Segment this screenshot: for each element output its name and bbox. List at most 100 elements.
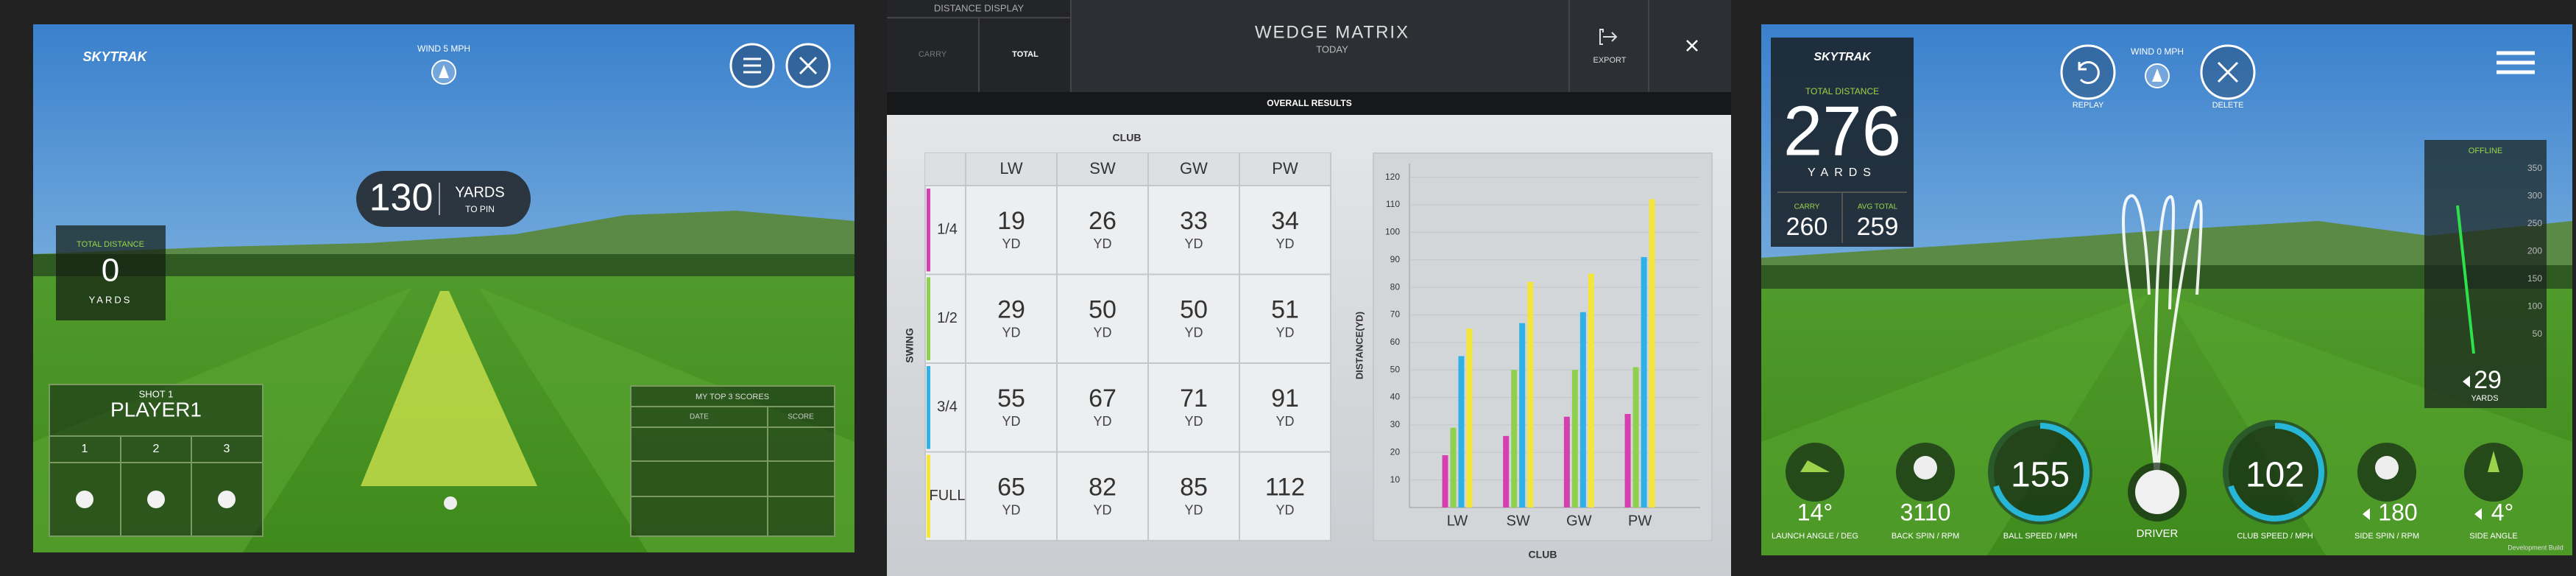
label: DISTANCE(YD) xyxy=(1354,312,1365,379)
label: 67 xyxy=(1089,384,1117,412)
bar xyxy=(1442,455,1448,507)
offline-arrow xyxy=(2463,376,2470,387)
label: YARDS xyxy=(89,294,132,305)
label: Development Build xyxy=(2508,544,2563,551)
label: BACK SPIN / RPM xyxy=(1892,532,1959,541)
label: 1/4 xyxy=(937,222,958,238)
bar xyxy=(1563,416,1570,507)
table-header xyxy=(925,153,1331,186)
label: 33 xyxy=(1180,207,1208,235)
label: WIND 0 MPH xyxy=(2131,46,2184,57)
label: 50 xyxy=(1089,296,1117,324)
scores-grid xyxy=(631,406,835,536)
ball xyxy=(444,496,457,510)
label: LW xyxy=(999,159,1023,178)
bar xyxy=(1466,329,1473,507)
bar xyxy=(1458,356,1465,507)
label: OVERALL RESULTS xyxy=(1267,98,1352,108)
delete-icon xyxy=(2217,61,2239,83)
replay-button[interactable] xyxy=(2060,44,2116,100)
wind-arrow-head xyxy=(2152,69,2162,82)
label: WIND 5 MPH xyxy=(417,43,470,54)
label: 110 xyxy=(1386,199,1400,209)
menu-button[interactable] xyxy=(2497,51,2535,74)
label: 3/4 xyxy=(937,399,958,415)
label: 1/2 xyxy=(937,310,958,326)
label: 1 xyxy=(82,443,88,455)
swing-color xyxy=(927,454,930,538)
speed-ring xyxy=(2228,423,2325,521)
label: 3110 xyxy=(1900,499,1951,525)
label: 51 xyxy=(1271,296,1299,324)
label: YD xyxy=(1002,414,1020,429)
label: TOTAL xyxy=(1012,50,1038,59)
speed-ring xyxy=(1993,423,2090,521)
close-icon[interactable] xyxy=(1686,40,1698,52)
spin-icon xyxy=(1914,456,1937,480)
label: AVG TOTAL xyxy=(1858,203,1898,211)
total-box xyxy=(56,225,166,320)
label: YD xyxy=(1093,503,1111,518)
ball xyxy=(76,491,93,508)
label: LAUNCH ANGLE / DEG xyxy=(1772,532,1858,541)
launch-icon xyxy=(1800,460,1830,472)
label: 2 xyxy=(153,443,160,455)
label: 82 xyxy=(1089,474,1117,502)
label: 102 xyxy=(2246,456,2304,495)
menu-icon xyxy=(743,57,761,74)
label: 155 xyxy=(2011,456,2070,495)
label: SW xyxy=(1507,513,1530,529)
label: GW xyxy=(1566,513,1592,529)
label: OFFLINE xyxy=(2469,147,2502,155)
label: CLUB xyxy=(1529,549,1557,561)
label: 100 xyxy=(1385,227,1400,237)
label: 0 xyxy=(102,253,119,289)
bar xyxy=(1527,281,1534,507)
label: 30 xyxy=(1390,419,1401,429)
grass-stripe xyxy=(1761,295,2149,555)
spin-icon xyxy=(2375,456,2399,480)
offline-trace xyxy=(2456,205,2475,354)
label: YD xyxy=(1275,414,1294,429)
bar xyxy=(1450,427,1457,507)
label: 250 xyxy=(2527,218,2542,228)
pin-pill xyxy=(356,171,531,227)
label: BALL SPEED / MPH xyxy=(2003,532,2078,541)
offline-box xyxy=(2424,140,2547,408)
label: 180 xyxy=(2378,499,2417,525)
label: SHOT 1 xyxy=(139,388,174,399)
label: YD xyxy=(1093,326,1111,340)
label: SIDE SPIN / RPM xyxy=(2354,532,2419,541)
label: GW xyxy=(1180,159,1208,178)
label: CLUB SPEED / MPH xyxy=(2237,532,2313,541)
label: YD xyxy=(1002,326,1020,340)
bar xyxy=(1649,199,1655,507)
label: YARDS xyxy=(2471,394,2498,403)
label: 120 xyxy=(1385,172,1400,182)
label: 300 xyxy=(2527,191,2542,201)
label: 55 xyxy=(997,384,1025,412)
label: YD xyxy=(1275,236,1294,251)
export-icon[interactable] xyxy=(1599,29,1618,45)
side-arrow xyxy=(2363,508,2370,520)
label: 200 xyxy=(2527,246,2542,256)
label: CARRY xyxy=(919,50,947,59)
label: YD xyxy=(1275,503,1294,518)
label: SIDE ANGLE xyxy=(2469,532,2517,541)
label: PW xyxy=(1272,159,1298,178)
label: SW xyxy=(1089,159,1116,178)
label: 71 xyxy=(1180,384,1208,412)
label: 85 xyxy=(1180,474,1208,502)
swing-color xyxy=(927,366,930,449)
label: PLAYER1 xyxy=(110,398,202,421)
label: 29 xyxy=(997,296,1025,324)
label: FULL xyxy=(930,488,966,504)
label: 260 xyxy=(1786,213,1828,241)
label: YD xyxy=(1184,326,1203,340)
label: YD xyxy=(1184,503,1203,518)
label: CARRY xyxy=(1794,203,1820,211)
label: 91 xyxy=(1271,384,1299,412)
label: 50 xyxy=(1390,364,1401,374)
label: MY TOP 3 SCORES xyxy=(696,393,769,401)
